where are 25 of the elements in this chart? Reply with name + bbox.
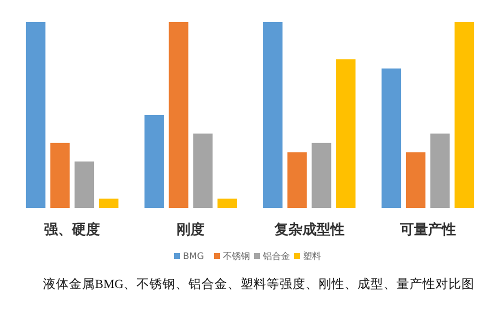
legend-label: 铝合金 xyxy=(262,251,290,262)
bar xyxy=(74,162,94,208)
x-tick-label: 强、硬度 xyxy=(44,221,100,238)
bar xyxy=(430,134,450,208)
bar xyxy=(406,152,426,208)
x-tick-label: 刚度 xyxy=(176,221,205,238)
bar xyxy=(217,198,237,208)
bar xyxy=(454,22,474,208)
bar xyxy=(193,134,213,208)
legend-label: 不锈钢 xyxy=(223,251,250,262)
legend-label: BMG xyxy=(183,252,204,262)
bar xyxy=(312,142,332,208)
bar xyxy=(98,198,118,208)
text: 液体金属BMG、不锈钢、铝合金、塑料等强度、刚性、成型、量产性对比图 xyxy=(43,276,474,291)
bar xyxy=(26,22,46,208)
bar xyxy=(168,22,188,208)
bar xyxy=(382,68,402,208)
legend-label: 塑料 xyxy=(303,251,321,262)
x-tick-label: 复杂成型性 xyxy=(273,222,344,238)
bar xyxy=(50,142,70,208)
x-tick-label: 可量产性 xyxy=(398,221,456,238)
bar xyxy=(336,59,356,208)
bar xyxy=(144,115,164,208)
bar xyxy=(287,152,307,208)
bar xyxy=(263,22,283,208)
